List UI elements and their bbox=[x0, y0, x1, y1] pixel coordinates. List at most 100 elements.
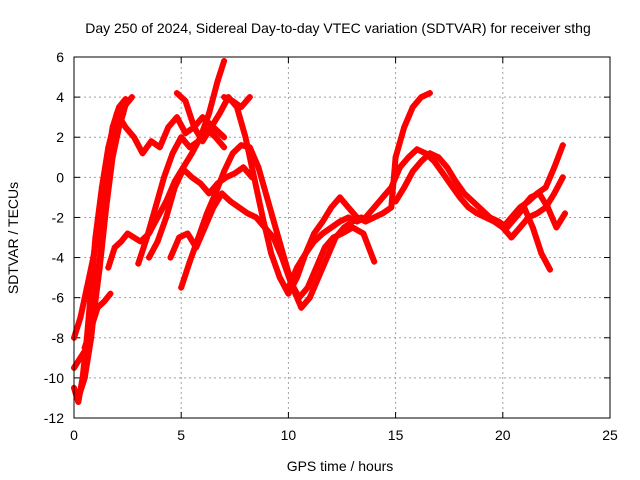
data-point bbox=[259, 214, 266, 221]
data-point bbox=[231, 170, 238, 177]
data-point bbox=[221, 144, 228, 151]
data-point bbox=[551, 164, 558, 171]
data-point bbox=[321, 244, 328, 251]
data-point bbox=[154, 238, 161, 245]
data-point bbox=[396, 164, 403, 171]
data-point bbox=[293, 264, 300, 271]
data-point bbox=[105, 264, 112, 271]
data-point bbox=[431, 158, 438, 165]
data-point bbox=[131, 234, 138, 241]
data-point bbox=[544, 204, 551, 211]
data-point bbox=[371, 258, 378, 265]
data-point bbox=[161, 174, 168, 181]
y-axis-label: SDTVAR / TECUs bbox=[5, 182, 21, 294]
data-point bbox=[478, 206, 485, 213]
data-point bbox=[251, 174, 258, 181]
data-point bbox=[315, 274, 322, 281]
data-point bbox=[212, 134, 219, 141]
data-point bbox=[165, 124, 172, 131]
data-point bbox=[218, 190, 225, 197]
data-point bbox=[81, 374, 88, 381]
data-point bbox=[474, 210, 481, 217]
y-tick-label: -8 bbox=[52, 330, 65, 346]
data-point bbox=[379, 194, 386, 201]
data-point bbox=[186, 258, 193, 265]
y-tick-label: 4 bbox=[56, 89, 64, 105]
data-point bbox=[139, 150, 146, 157]
data-point bbox=[109, 124, 116, 131]
data-point bbox=[81, 344, 88, 351]
x-tick-label: 5 bbox=[177, 427, 185, 443]
data-point bbox=[371, 214, 378, 221]
x-tick-label: 25 bbox=[602, 427, 618, 443]
data-point bbox=[131, 134, 138, 141]
data-point bbox=[83, 284, 90, 291]
data-point bbox=[444, 164, 451, 171]
data-point bbox=[206, 190, 213, 197]
data-point bbox=[246, 94, 253, 101]
data-point bbox=[448, 182, 455, 189]
data-point bbox=[311, 230, 318, 237]
data-point bbox=[208, 124, 215, 131]
data-point bbox=[227, 198, 234, 205]
data-point bbox=[101, 214, 108, 221]
data-point bbox=[182, 98, 189, 105]
data-point bbox=[559, 142, 566, 149]
x-axis-label: GPS time / hours bbox=[287, 458, 394, 474]
series-pass-12 bbox=[221, 94, 253, 111]
data-point bbox=[229, 150, 236, 157]
data-point bbox=[263, 194, 270, 201]
data-point bbox=[191, 124, 198, 131]
data-point bbox=[529, 224, 536, 231]
data-point bbox=[388, 204, 395, 211]
data-point bbox=[197, 180, 204, 187]
data-point bbox=[229, 98, 236, 105]
data-point bbox=[388, 184, 395, 191]
series-pass-8 bbox=[146, 164, 255, 261]
series-line bbox=[75, 110, 127, 401]
data-point bbox=[216, 110, 223, 117]
data-point bbox=[461, 190, 468, 197]
data-point bbox=[542, 184, 549, 191]
data-point bbox=[392, 154, 399, 161]
data-point bbox=[122, 124, 129, 131]
data-point bbox=[401, 184, 408, 191]
data-point bbox=[456, 194, 463, 201]
data-point bbox=[253, 214, 260, 221]
data-point bbox=[546, 266, 553, 273]
data-point bbox=[285, 284, 292, 291]
data-point bbox=[206, 110, 213, 117]
data-point bbox=[77, 314, 84, 321]
y-tick-label: -4 bbox=[52, 250, 65, 266]
data-point bbox=[465, 204, 472, 211]
data-point bbox=[553, 224, 560, 231]
data-point bbox=[167, 254, 174, 261]
data-point bbox=[323, 254, 330, 261]
data-point bbox=[559, 174, 566, 181]
x-tick-label: 20 bbox=[495, 427, 511, 443]
data-point bbox=[519, 204, 526, 211]
series-line bbox=[221, 94, 253, 111]
data-point bbox=[88, 324, 95, 331]
data-point bbox=[107, 290, 114, 297]
y-tick-label: -2 bbox=[52, 209, 65, 225]
data-point bbox=[306, 294, 313, 301]
y-tick-label: -12 bbox=[44, 410, 64, 426]
data-point bbox=[276, 274, 283, 281]
data-point bbox=[156, 144, 163, 151]
data-point bbox=[414, 146, 421, 153]
x-tick-label: 15 bbox=[388, 427, 404, 443]
data-point bbox=[371, 204, 378, 211]
data-point bbox=[360, 230, 367, 237]
data-point bbox=[77, 354, 84, 361]
data-point bbox=[349, 224, 356, 231]
data-point bbox=[199, 138, 206, 145]
series-line bbox=[105, 58, 228, 271]
data-point bbox=[426, 150, 433, 157]
data-point bbox=[101, 298, 108, 305]
y-tick-labels: -12 -10 -8 -6 -4 -2 0 2 4 6 bbox=[44, 49, 64, 426]
data-point bbox=[255, 164, 262, 171]
data-point bbox=[319, 230, 326, 237]
data-point bbox=[186, 144, 193, 151]
data-point bbox=[508, 234, 515, 241]
